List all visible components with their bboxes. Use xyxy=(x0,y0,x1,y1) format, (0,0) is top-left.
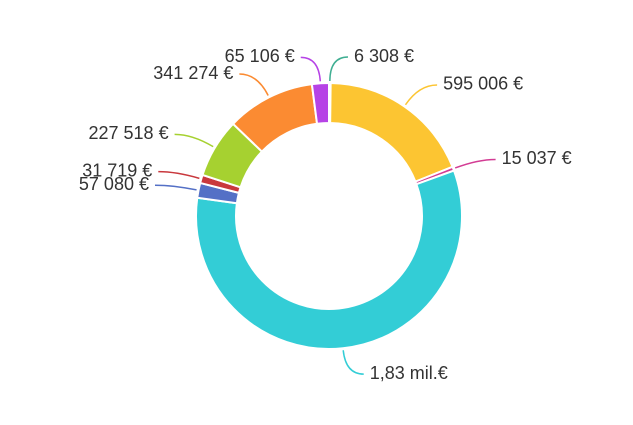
slice-label: 65 106 € xyxy=(225,46,295,66)
slice-label: 15 037 € xyxy=(502,148,572,168)
donut-slice xyxy=(310,81,330,125)
slice-label: 57 080 € xyxy=(79,174,149,194)
leader-line xyxy=(404,84,438,106)
leader-line xyxy=(329,56,349,82)
slice-label: 341 274 € xyxy=(153,63,233,83)
slice-label: 1,83 mil.€ xyxy=(370,363,448,383)
leader-line xyxy=(454,158,496,169)
donut-slice xyxy=(195,169,463,351)
leader-line xyxy=(300,56,322,82)
leader-line xyxy=(154,184,197,191)
donut-slice xyxy=(329,81,454,183)
slice-label: 595 006 € xyxy=(443,74,523,94)
slice-label: 6 308 € xyxy=(354,46,414,66)
leader-line xyxy=(239,73,269,96)
leader-line xyxy=(174,133,214,148)
slice-label: 31 719 € xyxy=(82,160,152,180)
slice-label: 227 518 € xyxy=(89,123,169,143)
leader-line xyxy=(342,350,364,375)
leader-line xyxy=(158,170,200,180)
